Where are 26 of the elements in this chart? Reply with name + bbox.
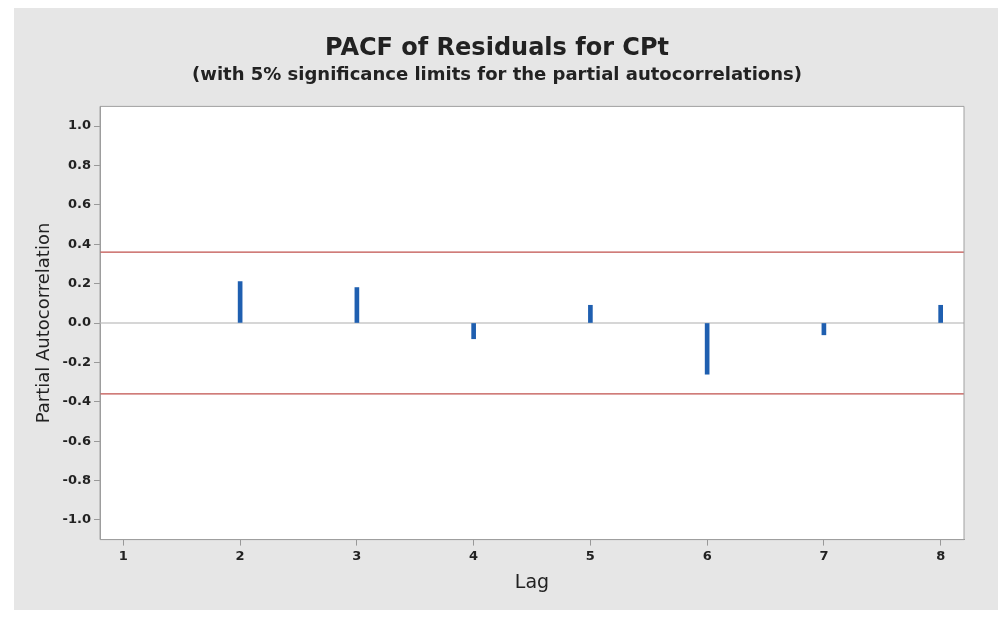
x-tick-label: 6 <box>702 547 712 563</box>
y-tick-label: 0.4 <box>67 235 92 251</box>
y-tick-label: -0.2 <box>62 353 92 369</box>
x-tick-label: 3 <box>352 547 362 563</box>
bar <box>938 304 943 323</box>
y-axis-title: Partial Autocorrelation <box>32 222 54 424</box>
x-tick-label: 8 <box>936 547 946 563</box>
y-tick-label: 0.0 <box>67 314 92 330</box>
bar <box>471 323 476 340</box>
y-tick-label: 0.2 <box>67 274 92 290</box>
x-tick-label: 4 <box>469 547 479 563</box>
x-tick-label: 5 <box>585 547 595 563</box>
y-tick-label: 0.6 <box>67 196 92 212</box>
chart-title: PACF of Residuals for CPt <box>324 32 670 61</box>
x-tick-label: 7 <box>819 547 829 563</box>
y-tick-label: -0.4 <box>62 393 92 409</box>
y-tick-label: -0.8 <box>62 471 92 487</box>
y-tick-label: 1.0 <box>67 117 92 133</box>
y-tick-label: 0.8 <box>67 156 92 172</box>
x-axis-title: Lag <box>514 569 550 592</box>
y-tick-label: -0.6 <box>62 432 92 448</box>
chart-subtitle: (with 5% significance limits for the partial autocorrelations) <box>192 63 802 85</box>
x-tick-label: 2 <box>235 547 245 563</box>
y-tick-label: -1.0 <box>62 511 92 527</box>
bar <box>588 304 593 323</box>
x-tick-label: 1 <box>118 547 128 563</box>
